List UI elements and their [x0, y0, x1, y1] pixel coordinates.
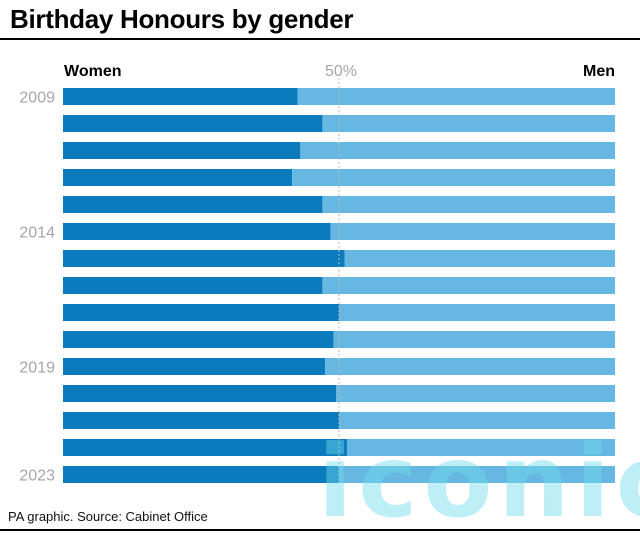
bar-men	[344, 250, 615, 267]
bar-women	[63, 250, 345, 267]
bar-men	[297, 88, 615, 105]
bar-women	[63, 223, 331, 240]
source-note: PA graphic. Source: Cabinet Office	[8, 509, 208, 524]
bar-women	[63, 412, 339, 429]
year-tick-label: 2014	[19, 225, 55, 242]
bar-men	[330, 223, 615, 240]
bar-men	[336, 385, 615, 402]
bar-men	[339, 412, 615, 429]
bar-men	[322, 196, 615, 213]
bar-men	[322, 277, 615, 294]
bar-men	[333, 331, 615, 348]
year-tick-label: 2009	[19, 90, 55, 107]
bar-women	[63, 169, 293, 186]
bar-women	[63, 439, 348, 456]
bar-men	[339, 304, 615, 321]
chart-title: Birthday Honours by gender	[10, 4, 354, 34]
year-tick-label: 2023	[19, 468, 55, 485]
top-rule	[0, 38, 640, 40]
reference-line-label: 50%	[325, 63, 357, 80]
bottom-rule	[0, 529, 640, 531]
bar-men	[292, 169, 615, 186]
legend-women: Women	[64, 63, 121, 80]
bar-women	[63, 385, 337, 402]
bar-men	[322, 115, 615, 132]
bar-women	[63, 277, 323, 294]
bar-men	[300, 142, 615, 159]
bar-men	[325, 358, 615, 375]
bar-women	[63, 331, 334, 348]
year-tick-label: 2019	[19, 360, 55, 377]
bar-women	[63, 142, 301, 159]
bar-men	[339, 466, 615, 483]
bar-women	[63, 88, 298, 105]
bar-women	[63, 196, 323, 213]
bar-women	[63, 358, 326, 375]
legend-men: Men	[583, 63, 615, 80]
bar-women	[63, 304, 339, 321]
bar-men	[347, 439, 615, 456]
bar-women	[63, 466, 339, 483]
bar-women	[63, 115, 323, 132]
